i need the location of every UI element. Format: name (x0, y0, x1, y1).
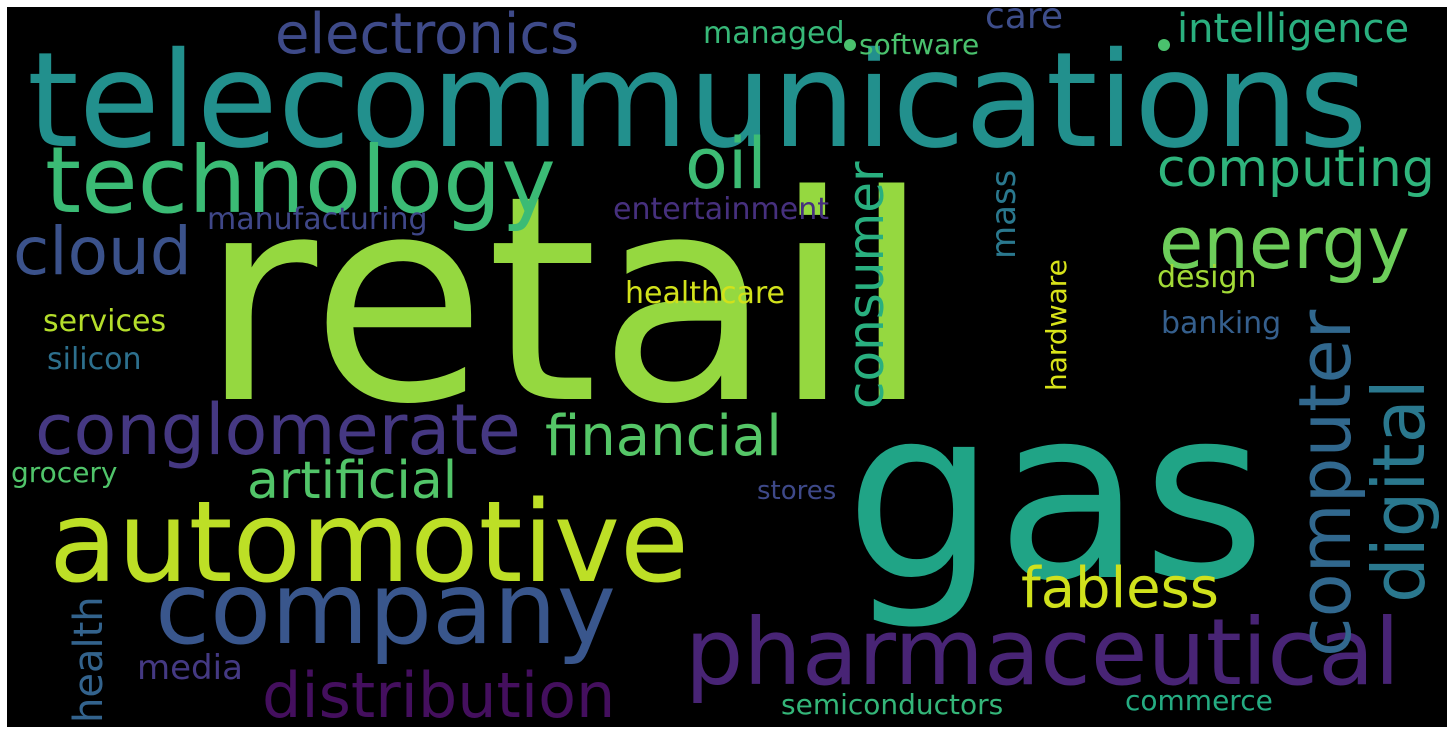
word-conglomerate: conglomerate (35, 389, 521, 471)
word-electronics: electronics (275, 7, 580, 67)
word-cloud: cloud (13, 213, 192, 290)
word-financial: financial (545, 404, 782, 469)
word-silicon: silicon (47, 342, 142, 377)
word-media: media (137, 648, 243, 688)
word-hardware: hardware (1040, 259, 1073, 391)
word-pharmaceutical: pharmaceutical (685, 599, 1400, 706)
word-artificial: artificial (247, 451, 458, 511)
word-design: design (1157, 260, 1257, 295)
word-services: services (43, 304, 167, 339)
word-intelligence: intelligence (1177, 7, 1410, 52)
word-consumer: consumer (837, 161, 895, 409)
word-telecommunications: telecommunications (27, 24, 1368, 178)
word-retail: retail (200, 135, 932, 467)
dot-mark (844, 39, 856, 51)
word-manufacturing: manufacturing (207, 202, 428, 237)
word-digital: digital (1357, 379, 1441, 603)
word-computer: computer (1283, 309, 1367, 657)
word-mass: mass (984, 169, 1024, 259)
word-grocery: grocery (11, 456, 118, 489)
word-company: company (155, 550, 616, 667)
word-fabless: fabless (1021, 556, 1219, 621)
word-stores: stores (757, 476, 837, 506)
word-energy: energy (1159, 201, 1410, 285)
word-cloud: retail gas telecommunications automotive… (7, 7, 1447, 727)
word-banking: banking (1161, 306, 1282, 341)
word-healthcare: healthcare (625, 276, 785, 311)
word-oil: oil (685, 123, 767, 205)
word-automotive: automotive (49, 478, 689, 608)
word-commerce: commerce (1125, 684, 1273, 717)
dot-mark (1158, 39, 1170, 51)
word-computing: computing (1157, 139, 1435, 199)
word-semiconductors: semiconductors (781, 688, 1004, 721)
word-technology: technology (45, 127, 556, 234)
word-distribution: distribution (262, 659, 616, 727)
word-gas: gas (845, 357, 1266, 634)
word-health: health (66, 596, 112, 723)
word-software: software (859, 28, 980, 61)
word-entertainment: entertainment (613, 192, 829, 227)
word-care: care (985, 7, 1064, 37)
word-managed: managed (703, 16, 845, 51)
